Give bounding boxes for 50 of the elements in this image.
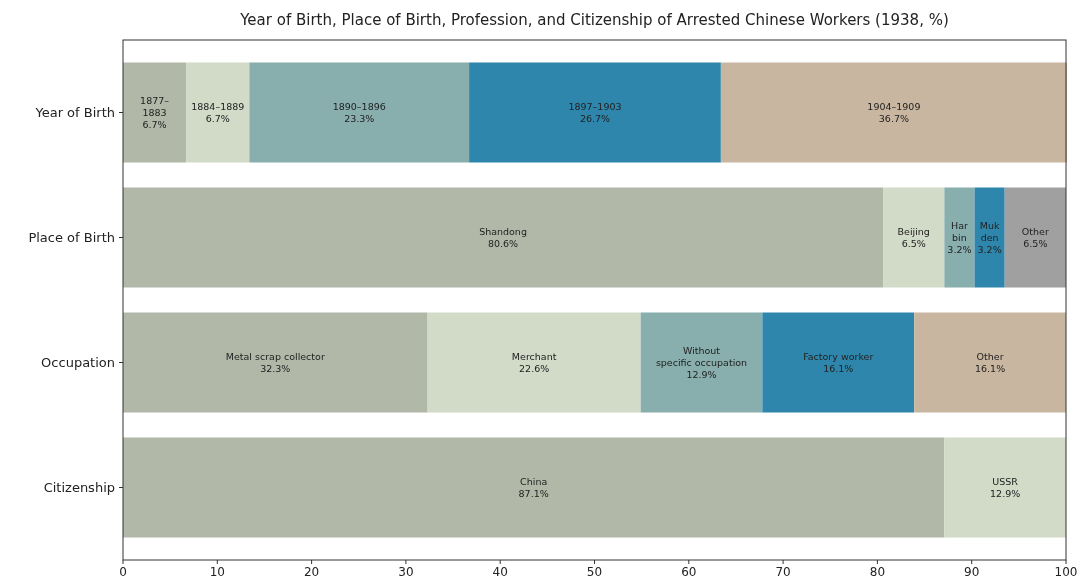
bar bbox=[762, 312, 915, 413]
data-label: 1877– 1883 6.7% bbox=[140, 94, 170, 130]
bar bbox=[123, 312, 428, 413]
bar bbox=[249, 62, 470, 163]
data-label: Har bin 3.2% bbox=[947, 219, 972, 255]
chart-title: Year of Birth, Place of Birth, Profession, and Citizenship of Arrested Chinese Workers (1938, %) bbox=[239, 11, 949, 29]
data-label: Muk den 3.2% bbox=[977, 219, 1002, 255]
x-tick-label: 100 bbox=[1054, 565, 1078, 579]
bar bbox=[640, 312, 763, 413]
bar bbox=[883, 187, 945, 288]
data-label: Other 6.5% bbox=[1021, 225, 1049, 249]
data-label: Without specific occupation 12.9% bbox=[655, 344, 748, 380]
bar bbox=[427, 312, 641, 413]
data-label: Other 16.1% bbox=[974, 350, 1006, 374]
data-label: Shandong 80.6% bbox=[479, 225, 527, 249]
y-tick-label: Occupation bbox=[41, 355, 115, 371]
data-label: Factory worker 16.1% bbox=[803, 350, 874, 374]
bar bbox=[944, 437, 1066, 538]
data-label: USSR 12.9% bbox=[990, 475, 1021, 499]
x-tick-label: 50 bbox=[586, 565, 603, 579]
bar bbox=[469, 62, 721, 163]
bar bbox=[944, 187, 975, 288]
bar bbox=[123, 187, 884, 288]
data-label: 1897–1903 26.7% bbox=[568, 100, 622, 124]
x-tick-label: 90 bbox=[964, 565, 980, 579]
y-tick-label: Citizenship bbox=[43, 480, 115, 496]
bar bbox=[1004, 187, 1067, 288]
data-label: Metal scrap collector 32.3% bbox=[225, 350, 325, 374]
bar bbox=[914, 312, 1066, 413]
data-label: Beijing 6.5% bbox=[897, 225, 930, 249]
x-tick-label: 0 bbox=[119, 565, 127, 579]
bar bbox=[123, 62, 187, 163]
x-tick-label: 20 bbox=[303, 565, 320, 579]
data-label: China 87.1% bbox=[518, 475, 549, 499]
data-label: 1904–1909 36.7% bbox=[867, 100, 921, 124]
bar bbox=[123, 437, 945, 538]
data-label: 1884–1889 6.7% bbox=[191, 100, 245, 124]
x-tick-label: 80 bbox=[869, 565, 886, 579]
y-tick-label: Year of Birth bbox=[34, 105, 115, 121]
data-label: 1890–1896 23.3% bbox=[332, 100, 386, 124]
x-tick-label: 70 bbox=[775, 565, 791, 579]
bar bbox=[720, 62, 1067, 163]
bar bbox=[186, 62, 250, 163]
x-tick-label: 30 bbox=[398, 565, 414, 579]
x-tick-label: 10 bbox=[209, 565, 225, 579]
y-tick-label: Place of Birth bbox=[28, 230, 115, 246]
x-tick-label: 60 bbox=[681, 565, 697, 579]
bar bbox=[974, 187, 1005, 288]
x-tick-label: 40 bbox=[492, 565, 508, 579]
data-label: Merchant 22.6% bbox=[511, 350, 557, 374]
